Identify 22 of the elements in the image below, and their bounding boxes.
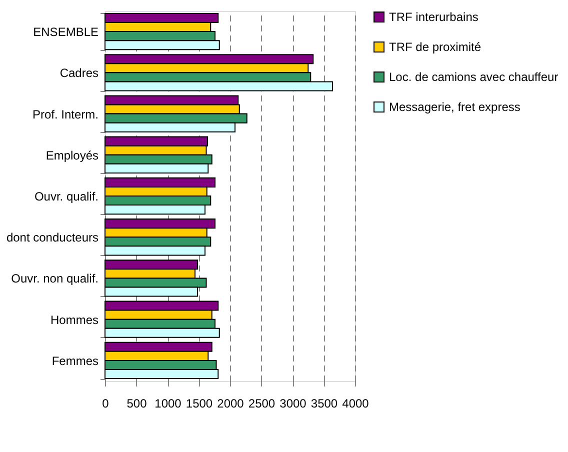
y-tick-label: Femmes: [52, 354, 98, 368]
y-tick-label: Employés: [46, 148, 98, 162]
y-tick-label: dont conducteurs: [6, 230, 98, 245]
x-tick-label: 4000: [342, 396, 370, 410]
x-tick-label: 2000: [217, 396, 244, 410]
y-tick-label: Prof. Interm.: [32, 107, 98, 122]
y-tick-label: Ouvr. qualif.: [34, 190, 98, 204]
x-tick-label: 0: [102, 396, 110, 410]
legend-label: Messagerie, fret express: [389, 100, 520, 114]
x-tick-label: 500: [126, 396, 148, 410]
legend-label: TRF interurbains: [389, 10, 478, 24]
x-tick-label: 3000: [280, 396, 307, 410]
x-tick-label: 1500: [186, 396, 213, 410]
x-tick-label: 1000: [154, 396, 182, 410]
y-tick-label: Hommes: [50, 312, 98, 327]
legend-label: Loc. de camions avec chauffeur: [389, 70, 558, 84]
y-tick-label: ENSEMBLE: [33, 25, 98, 40]
y-tick-label: Cadres: [60, 66, 98, 80]
y-tick-label: Ouvr. non qualif.: [11, 272, 98, 286]
x-tick-label: 2500: [248, 396, 276, 410]
legend-label: TRF de proximité: [389, 40, 482, 54]
x-tick-label: 3500: [310, 396, 338, 410]
